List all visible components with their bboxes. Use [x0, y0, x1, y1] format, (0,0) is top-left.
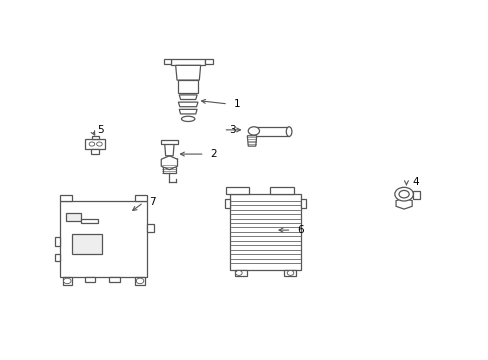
Bar	[224, 199, 230, 208]
Bar	[225, 187, 249, 194]
Polygon shape	[178, 80, 198, 93]
Bar	[300, 199, 306, 208]
Polygon shape	[179, 109, 197, 114]
Polygon shape	[91, 149, 99, 154]
Polygon shape	[171, 59, 204, 66]
Polygon shape	[175, 66, 200, 80]
Polygon shape	[163, 59, 171, 64]
Circle shape	[136, 278, 143, 284]
Bar	[163, 163, 176, 173]
Text: 2: 2	[210, 149, 216, 159]
Bar	[230, 194, 300, 270]
Bar	[284, 270, 296, 276]
Text: 5: 5	[98, 125, 104, 135]
Polygon shape	[92, 136, 99, 139]
Polygon shape	[178, 102, 198, 107]
Polygon shape	[164, 144, 174, 156]
Circle shape	[89, 142, 95, 146]
Polygon shape	[204, 59, 212, 64]
Circle shape	[97, 142, 102, 146]
Polygon shape	[135, 277, 144, 285]
Circle shape	[394, 187, 412, 201]
Bar	[147, 224, 154, 232]
Polygon shape	[60, 194, 72, 201]
Polygon shape	[412, 191, 419, 199]
Polygon shape	[161, 156, 177, 170]
Text: 3: 3	[228, 125, 235, 135]
Bar	[66, 213, 81, 221]
Polygon shape	[135, 194, 147, 201]
Polygon shape	[253, 127, 288, 136]
Circle shape	[286, 271, 293, 275]
Text: 7: 7	[149, 198, 156, 207]
Text: 1: 1	[233, 99, 240, 109]
Text: 6: 6	[297, 225, 303, 235]
Circle shape	[63, 278, 71, 284]
Bar	[60, 201, 147, 277]
Bar	[270, 187, 293, 194]
Polygon shape	[247, 136, 256, 146]
Polygon shape	[85, 139, 105, 149]
Bar	[72, 234, 102, 254]
Circle shape	[235, 271, 242, 275]
Bar	[81, 219, 98, 223]
Circle shape	[398, 190, 408, 198]
Polygon shape	[179, 95, 197, 99]
Bar	[85, 277, 95, 282]
Bar	[235, 270, 246, 276]
Bar	[109, 277, 120, 282]
Bar	[55, 254, 60, 261]
Bar	[161, 140, 178, 144]
Text: 4: 4	[411, 177, 418, 187]
Ellipse shape	[181, 116, 194, 121]
Polygon shape	[395, 198, 411, 209]
Polygon shape	[62, 277, 72, 285]
Ellipse shape	[285, 127, 291, 136]
Circle shape	[248, 127, 259, 135]
Bar	[55, 237, 60, 246]
